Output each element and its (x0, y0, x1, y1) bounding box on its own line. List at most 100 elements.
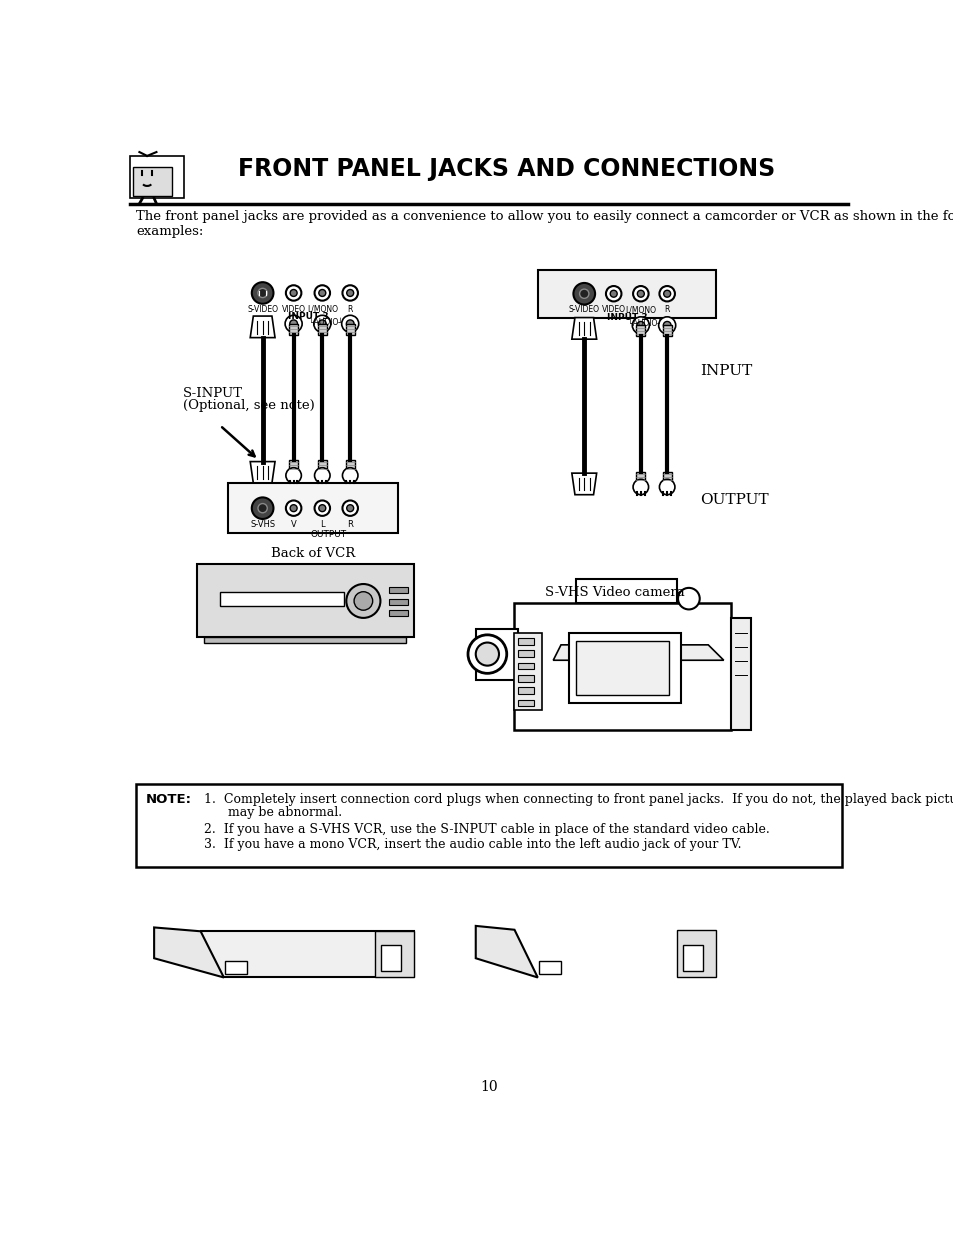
Circle shape (285, 315, 302, 332)
Text: 10: 10 (479, 1079, 497, 1094)
Text: S-INPUT: S-INPUT (183, 387, 243, 400)
Polygon shape (154, 927, 224, 977)
Text: 2.  If you have a S-VHS VCR, use the S-INPUT cable in place of the standard vide: 2. If you have a S-VHS VCR, use the S-IN… (204, 823, 769, 836)
Bar (517, 687, 534, 694)
Circle shape (468, 635, 506, 673)
Bar (289, 461, 298, 471)
Bar (317, 461, 327, 471)
Circle shape (346, 320, 354, 327)
Text: (Optional, see note): (Optional, see note) (183, 399, 314, 412)
Circle shape (610, 290, 617, 298)
Text: FRONT PANEL JACKS AND CONNECTIONS: FRONT PANEL JACKS AND CONNECTIONS (238, 157, 775, 182)
Bar (576, 579, 677, 603)
Text: S-VIDEO: S-VIDEO (568, 305, 599, 314)
Bar (636, 325, 645, 336)
Bar (225, 961, 247, 974)
Polygon shape (571, 317, 596, 340)
Text: S-VHS Video camera: S-VHS Video camera (545, 585, 684, 599)
Circle shape (314, 285, 330, 300)
Circle shape (342, 500, 357, 516)
Bar (130, 156, 184, 199)
Circle shape (314, 500, 330, 516)
Bar (514, 634, 541, 710)
Bar (538, 961, 560, 974)
Circle shape (659, 287, 674, 301)
Circle shape (252, 498, 274, 519)
Text: OUTPUT: OUTPUT (310, 530, 346, 538)
Circle shape (257, 504, 267, 513)
Text: R: R (664, 305, 669, 314)
Bar (228, 483, 397, 534)
Circle shape (633, 479, 648, 495)
Bar (537, 270, 716, 317)
Text: INPUT 3: INPUT 3 (288, 312, 328, 321)
Text: OUTPUT: OUTPUT (700, 493, 768, 508)
Text: R: R (347, 520, 353, 530)
Polygon shape (250, 462, 274, 483)
Circle shape (346, 584, 380, 618)
Circle shape (579, 289, 588, 299)
Circle shape (286, 500, 301, 516)
Bar (389, 610, 408, 616)
Bar (517, 674, 534, 682)
Bar (220, 593, 344, 606)
Bar (133, 167, 172, 196)
Circle shape (573, 283, 595, 305)
Text: R: R (347, 305, 353, 314)
Bar (381, 945, 400, 972)
Circle shape (346, 289, 354, 296)
Bar (476, 630, 517, 679)
Circle shape (314, 315, 331, 332)
Circle shape (354, 592, 373, 610)
Polygon shape (476, 926, 537, 977)
Circle shape (476, 642, 498, 666)
Bar (345, 324, 355, 335)
Bar (289, 324, 298, 335)
Text: └AUDIO┘: └AUDIO┘ (309, 319, 343, 327)
Circle shape (633, 287, 648, 301)
Bar (317, 324, 327, 335)
Circle shape (637, 321, 644, 330)
Text: INPUT 3: INPUT 3 (606, 312, 647, 322)
Circle shape (663, 290, 670, 298)
Bar (576, 641, 669, 695)
Circle shape (314, 468, 330, 483)
Text: └AUDIO┘: └AUDIO┘ (627, 319, 661, 329)
Polygon shape (553, 645, 723, 661)
Circle shape (678, 588, 699, 609)
Bar (568, 634, 680, 703)
Circle shape (341, 315, 358, 332)
Text: L/MONO: L/MONO (307, 305, 337, 314)
Circle shape (318, 289, 325, 296)
Circle shape (318, 505, 325, 511)
Circle shape (290, 505, 296, 511)
Text: INPUT: INPUT (700, 364, 752, 378)
Circle shape (290, 320, 297, 327)
Text: L: L (319, 520, 324, 530)
Polygon shape (571, 473, 596, 495)
Bar (204, 637, 406, 643)
Bar (196, 564, 414, 637)
Circle shape (257, 288, 267, 298)
Bar (661, 325, 671, 336)
Bar (517, 662, 534, 669)
Text: Back of VCR: Back of VCR (271, 547, 355, 559)
Bar (517, 638, 534, 645)
Bar (636, 472, 645, 483)
Bar (389, 587, 408, 593)
Bar (389, 599, 408, 605)
Text: S-VHS: S-VHS (250, 520, 274, 530)
Text: L/MONO: L/MONO (624, 305, 656, 314)
Bar (517, 651, 534, 657)
Bar (517, 699, 534, 706)
Text: 3.  If you have a mono VCR, insert the audio cable into the left audio jack of y: 3. If you have a mono VCR, insert the au… (204, 839, 741, 851)
Bar (514, 603, 731, 730)
Text: may be abnormal.: may be abnormal. (204, 805, 342, 819)
Bar (661, 472, 671, 483)
Text: The front panel jacks are provided as a convenience to allow you to easily conne: The front panel jacks are provided as a … (136, 210, 953, 238)
Bar (136, 784, 841, 867)
Circle shape (342, 468, 357, 483)
Text: 1.  Completely insert connection cord plugs when connecting to front panel jacks: 1. Completely insert connection cord plu… (204, 793, 953, 806)
Polygon shape (250, 316, 274, 337)
Bar (682, 945, 702, 972)
